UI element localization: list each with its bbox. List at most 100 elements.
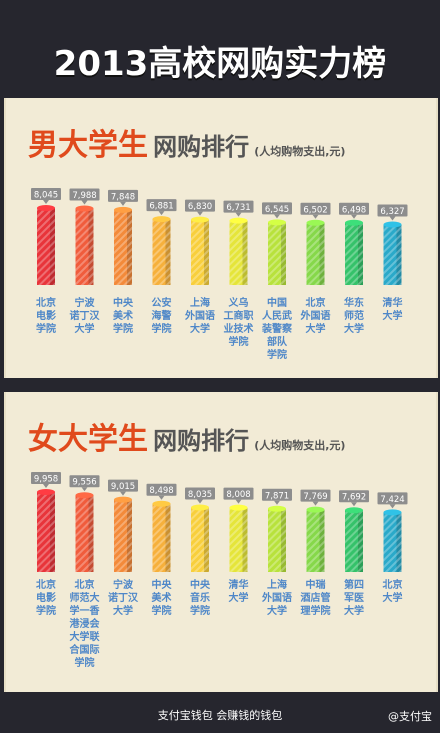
female-bar-cap bbox=[114, 496, 132, 503]
female-bar-stripes bbox=[229, 507, 248, 572]
male-value-label-bg bbox=[339, 202, 369, 215]
male-bar-chart: 8,045 北京电影学院 7,988 宁波诺丁汉大学 7,848 中央美术学院 6,881 公… bbox=[31, 188, 408, 361]
female-value-label-pointer bbox=[274, 500, 280, 505]
male-bar-group: 6,881 公安海警学院 bbox=[146, 199, 177, 335]
female-value-label-pointer bbox=[43, 484, 49, 488]
female-bar-cap bbox=[229, 504, 248, 511]
male-title-sub: 网购排行 bbox=[153, 133, 250, 161]
male-bar-group: 6,830 上海外国语大学 bbox=[184, 199, 215, 335]
female-value-label-bg bbox=[339, 490, 369, 503]
female-section-title: 女大学生 网购排行 (人均购物支出,元) bbox=[28, 414, 345, 458]
male-value-label-pointer bbox=[235, 212, 242, 217]
female-category-label: 上海外国语大学 bbox=[261, 578, 292, 617]
female-value-label-bg bbox=[69, 475, 100, 488]
female-value-label: 7,871 bbox=[265, 491, 289, 501]
male-value-label-bg bbox=[146, 199, 177, 212]
female-category-label: 中央音乐学院 bbox=[190, 578, 211, 617]
male-bar-cap bbox=[383, 221, 402, 228]
female-title-main: 女大学生 bbox=[28, 422, 148, 457]
female-bar-group: 8,498 中央美术学院 bbox=[146, 483, 177, 617]
female-bar-stripes bbox=[152, 503, 171, 572]
female-bar-group: 9,015 宁波诺丁汉大学 bbox=[108, 479, 139, 617]
male-value-label: 6,830 bbox=[188, 202, 212, 212]
male-bar-stripes bbox=[191, 219, 209, 285]
male-value-label: 6,502 bbox=[303, 205, 327, 215]
male-title-main: 男大学生 bbox=[28, 128, 148, 163]
female-bar-cap bbox=[383, 509, 402, 516]
male-value-label-pointer bbox=[351, 214, 357, 219]
male-bar-group: 6,498 华东师范大学 bbox=[339, 202, 369, 335]
male-bar-cap bbox=[229, 217, 248, 224]
male-bar-group: 6,731 义乌工商职业技术学院 bbox=[223, 200, 254, 348]
female-category-label: 北京师范大学一香港浸会大学联合国际学院 bbox=[69, 578, 100, 669]
female-bar-group: 8,008 清华大学 bbox=[223, 487, 254, 604]
male-bar-group: 7,988 宁波诺丁汉大学 bbox=[69, 188, 101, 335]
male-bar-group: 7,848 中央美术学院 bbox=[108, 189, 138, 335]
female-bar-cap bbox=[75, 492, 94, 499]
male-bar-cap bbox=[268, 219, 286, 226]
male-value-label: 6,498 bbox=[342, 205, 366, 215]
female-category-label: 北京电影学院 bbox=[36, 578, 56, 617]
female-bar-group: 7,871 上海外国语大学 bbox=[261, 488, 292, 617]
male-value-label: 6,881 bbox=[149, 202, 173, 212]
male-category-label: 中央美术学院 bbox=[113, 296, 134, 335]
male-bar-stripes bbox=[114, 209, 132, 285]
male-value-label-pointer bbox=[274, 214, 280, 219]
male-value-label-pointer bbox=[120, 201, 126, 206]
female-category-label: 中瑞酒店管理学院 bbox=[301, 578, 331, 617]
female-value-label: 7,424 bbox=[380, 495, 404, 505]
male-value-label-bg bbox=[31, 188, 61, 200]
male-bar-stripes bbox=[306, 222, 325, 285]
male-category-label: 上海外国语大学 bbox=[184, 296, 215, 335]
female-bar-group: 9,556 北京师范大学一香港浸会大学联合国际学院 bbox=[69, 475, 100, 669]
male-bar-cap bbox=[152, 216, 171, 223]
male-bar-cap bbox=[306, 219, 325, 226]
female-category-label: 宁波诺丁汉大学 bbox=[108, 578, 139, 617]
male-category-label: 公安海警学院 bbox=[152, 296, 172, 335]
male-value-label-pointer bbox=[158, 211, 165, 216]
page-title: 2013高校网购实力榜 bbox=[53, 44, 387, 84]
male-category-label: 义乌工商职业技术学院 bbox=[224, 296, 254, 348]
female-value-label-bg bbox=[146, 483, 177, 496]
female-bar-stripes bbox=[306, 509, 325, 572]
female-value-label-bg bbox=[377, 492, 408, 505]
male-value-label-bg bbox=[300, 202, 331, 215]
female-bar-stripes bbox=[37, 492, 55, 572]
female-value-label-pointer bbox=[389, 504, 396, 509]
male-bar-cap bbox=[191, 216, 209, 223]
female-value-label-bg bbox=[31, 472, 61, 484]
male-title-note: (人均购物支出,元) bbox=[254, 145, 346, 158]
male-value-label: 7,848 bbox=[111, 192, 135, 202]
male-value-label-bg bbox=[223, 200, 254, 213]
female-value-label-bg bbox=[262, 488, 292, 501]
female-value-label-pointer bbox=[235, 499, 242, 504]
female-bar-group: 7,769 中瑞酒店管理学院 bbox=[300, 489, 331, 617]
male-value-label-pointer bbox=[312, 214, 319, 219]
male-value-label: 6,545 bbox=[265, 205, 289, 215]
footer-brand: @支付宝 bbox=[388, 710, 432, 723]
male-bar-group: 8,045 北京电影学院 bbox=[31, 188, 61, 335]
male-value-label: 6,327 bbox=[380, 207, 404, 217]
female-bar-group: 9,958 北京电影学院 bbox=[31, 472, 61, 617]
male-category-label: 清华大学 bbox=[383, 296, 403, 322]
female-value-label: 8,035 bbox=[188, 490, 212, 500]
female-value-label-bg bbox=[185, 487, 215, 500]
male-value-label-bg bbox=[69, 188, 100, 201]
male-value-label-pointer bbox=[389, 216, 396, 221]
male-bar-stripes bbox=[152, 219, 171, 285]
female-value-label-pointer bbox=[158, 495, 165, 500]
female-value-label-pointer bbox=[81, 487, 88, 492]
male-category-label: 宁波诺丁汉大学 bbox=[70, 296, 101, 335]
female-bar-cap bbox=[268, 505, 286, 512]
female-value-label-pointer bbox=[351, 502, 357, 507]
female-category-label: 北京大学 bbox=[383, 578, 403, 604]
female-bar-stripes bbox=[383, 512, 402, 572]
female-title-sub: 网购排行 bbox=[153, 427, 250, 455]
male-bar-group: 6,545 中国人民武装警察部队学院 bbox=[261, 202, 293, 361]
footer-slogan: 支付宝钱包 会赚钱的钱包 bbox=[157, 709, 283, 722]
male-value-label-pointer bbox=[43, 200, 49, 204]
female-value-label: 7,692 bbox=[342, 493, 366, 503]
female-bar-stripes bbox=[114, 499, 132, 572]
male-ranking-panel: 男大学生 网购排行 (人均购物支出,元) 8,045 北京电影学院 7,988 宁波诺… bbox=[4, 98, 438, 378]
female-bar-cap bbox=[152, 500, 171, 507]
